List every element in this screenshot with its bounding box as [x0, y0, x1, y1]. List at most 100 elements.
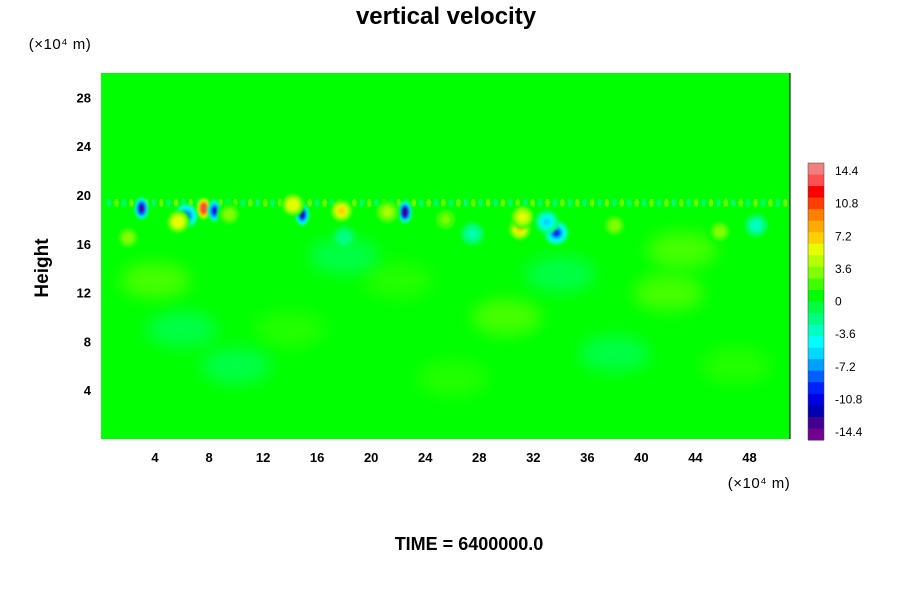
- feature-ring: [174, 217, 183, 226]
- colorbar-tick-label: 0: [835, 295, 842, 309]
- colorbar-tick-label: -10.8: [835, 392, 863, 406]
- feature: [460, 222, 485, 247]
- colorbar-swatch: [808, 336, 824, 349]
- wave-cell: [158, 198, 164, 207]
- wave-cell: [374, 198, 379, 207]
- field-patch: [309, 238, 380, 274]
- feature-ring: [752, 221, 761, 230]
- wave-cell: [314, 198, 320, 207]
- wave-cell: [760, 198, 766, 207]
- field-patch: [147, 311, 218, 348]
- feature: [217, 202, 242, 227]
- colorbar-swatch: [808, 393, 824, 406]
- feature: [329, 198, 354, 223]
- x-tick-label: 8: [205, 450, 212, 465]
- wave-cell: [493, 198, 498, 207]
- feature: [116, 225, 141, 250]
- wave-cell: [121, 198, 127, 207]
- plot-area: [101, 73, 791, 439]
- x-unit-label: (×10⁴ m): [728, 475, 791, 492]
- field-patch: [201, 347, 272, 384]
- field-patch: [471, 299, 542, 335]
- colorbar-swatch: [808, 382, 824, 395]
- feature-ring: [468, 230, 477, 239]
- feature-ring: [610, 221, 619, 230]
- wave-cell: [552, 198, 558, 207]
- wave-cell: [597, 198, 602, 207]
- field-patch: [525, 256, 596, 293]
- wave-cell: [723, 198, 729, 207]
- wave-cell: [456, 198, 461, 207]
- wave-cell: [701, 198, 706, 207]
- feature: [134, 197, 149, 220]
- feature-ring: [441, 215, 450, 224]
- wave-cell: [508, 198, 513, 207]
- x-tick-label: 28: [472, 450, 486, 465]
- feature-ring: [337, 206, 346, 215]
- wave-cell: [560, 198, 565, 207]
- wave-cell: [515, 198, 520, 207]
- field-patch: [646, 231, 717, 268]
- y-tick-label: 24: [77, 139, 92, 154]
- wave-cell: [500, 198, 506, 207]
- wave-cell: [716, 198, 721, 207]
- field-features: [106, 192, 788, 396]
- wave-cell: [173, 198, 179, 207]
- feature: [166, 209, 191, 234]
- colorbar-swatch: [808, 186, 824, 199]
- colorbar-swatch: [808, 174, 824, 187]
- feature-ring: [402, 208, 408, 216]
- colorbar-swatch: [808, 370, 824, 383]
- feature: [707, 219, 732, 244]
- wave-cell: [731, 198, 736, 207]
- feature-ring: [383, 208, 392, 217]
- colorbar-tick-label: -7.2: [835, 360, 856, 374]
- wave-cell: [166, 198, 171, 207]
- wave-cell: [545, 198, 550, 207]
- wave-cell: [671, 198, 677, 207]
- wave-cell: [612, 198, 617, 207]
- colorbar-swatch: [808, 428, 824, 441]
- x-tick-label: 4: [151, 450, 159, 465]
- x-axis-ticks: 4 8 12 16 20 24 28 32 36 40 44 48: [151, 450, 756, 465]
- wave-cell: [745, 198, 751, 207]
- colorbar-swatch: [808, 289, 824, 302]
- colorbar-swatch: [808, 324, 824, 337]
- wave-cell: [470, 198, 476, 207]
- y-tick-label: 20: [77, 188, 91, 203]
- colorbar-swatch: [808, 405, 824, 418]
- wave-cell: [255, 198, 260, 207]
- wave-cell: [426, 198, 431, 207]
- wave-cell: [352, 198, 357, 207]
- feature: [375, 200, 400, 225]
- colorbar-tick-label: 7.2: [835, 229, 852, 243]
- wave-cell: [359, 198, 364, 207]
- feature: [196, 197, 211, 220]
- y-tick-label: 12: [77, 286, 91, 301]
- y-axis-ticks: 4 8 12 16 20 24 28: [77, 90, 92, 398]
- field-patch: [417, 360, 488, 396]
- field-patch: [255, 311, 326, 348]
- wave-cell: [693, 198, 699, 207]
- colorbar-tick-label: -14.4: [835, 425, 863, 439]
- feature-ring: [288, 200, 297, 209]
- feature-ring: [212, 207, 217, 215]
- wave-cell: [768, 198, 773, 207]
- wave-cell: [656, 198, 662, 207]
- colorbar-tick-label: 10.8: [835, 197, 859, 211]
- x-tick-label: 40: [634, 450, 648, 465]
- feature: [534, 209, 559, 234]
- wave-cell: [485, 198, 491, 207]
- colorbar-swatch: [808, 209, 824, 222]
- feature-ring: [201, 204, 207, 213]
- wave-cell: [448, 198, 454, 207]
- colorbar-swatch: [808, 220, 824, 233]
- wave-cell: [307, 198, 312, 207]
- wave-cell: [783, 198, 788, 207]
- colorbar-swatch: [808, 347, 824, 360]
- y-tick-label: 4: [84, 383, 92, 398]
- feature-ring: [225, 210, 234, 219]
- wave-band: [106, 198, 788, 207]
- colorbar: 14.4 10.8 7.2 3.6 0 -3.6 -7.2 -10.8 -14.4: [807, 162, 863, 441]
- wave-cell: [686, 198, 691, 207]
